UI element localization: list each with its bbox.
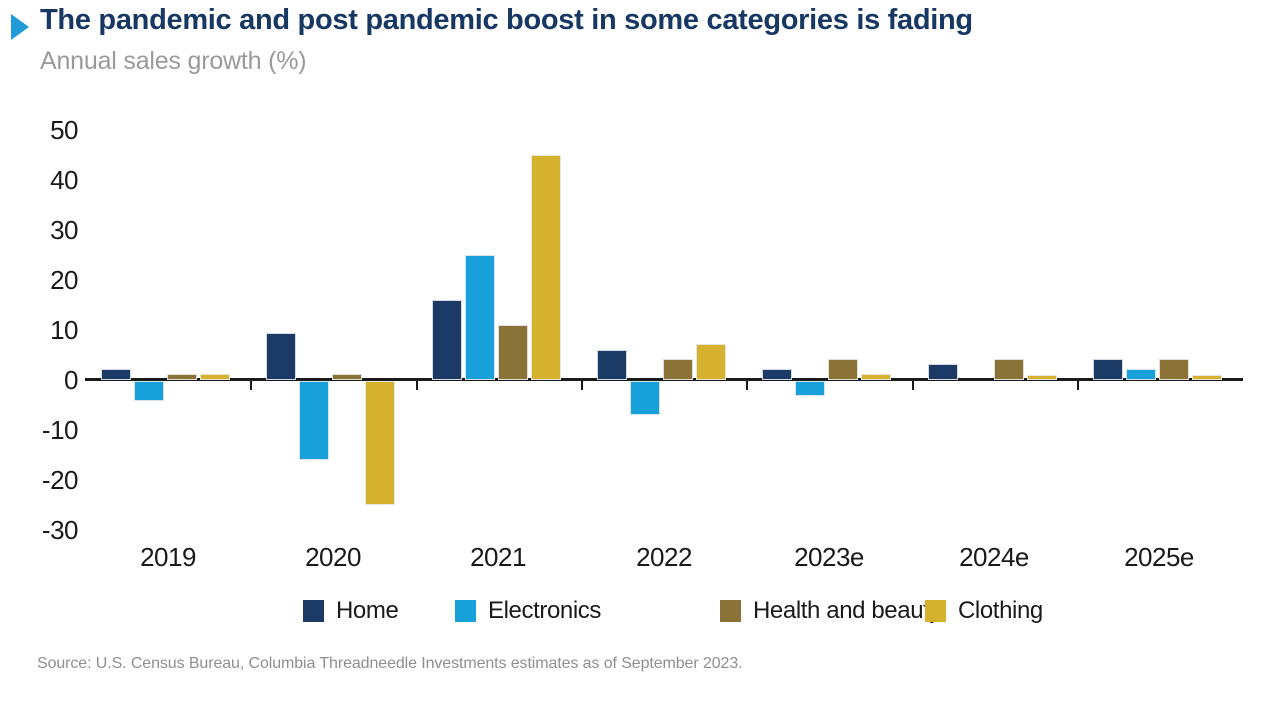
x-axis-tick [416,379,418,390]
x-axis-label: 2020 [305,542,361,572]
y-axis-label: -30 [41,515,79,545]
bar-home-2022 [597,350,627,380]
bar-clothing-2024e [1027,375,1057,380]
chart-subtitle: Annual sales growth (%) [40,47,307,75]
bar-home-2019 [101,369,131,380]
x-axis-label: 2024e [959,542,1029,572]
legend-item-health-and-beauty: Health and beauty [720,597,942,624]
bar-health-and-beauty-2024e [994,359,1024,380]
bar-clothing-2021 [531,155,561,380]
y-axis-label: -10 [41,415,79,445]
legend-swatch-clothing [925,600,946,622]
y-axis-label: 50 [50,115,78,145]
bar-home-2020 [266,333,296,380]
x-axis-label: 2025e [1124,542,1194,572]
bullet-triangle-icon [11,14,29,40]
legend-item-electronics: Electronics [455,597,601,624]
bar-health-and-beauty-2019 [167,374,197,380]
y-axis-label: 0 [64,365,78,395]
bar-health-and-beauty-2022 [663,359,693,380]
bar-electronics-2021 [465,255,495,380]
legend-label: Electronics [488,597,601,624]
legend-swatch-health-and-beauty [720,600,741,622]
x-axis-label: 2022 [636,542,692,572]
bar-clothing-2020 [365,381,395,505]
y-axis-label: 10 [50,315,78,345]
bar-home-2024e [928,364,958,380]
legend-label: Clothing [958,597,1043,624]
bar-electronics-2022 [630,381,660,415]
bar-electronics-2020 [299,381,329,460]
x-axis-tick [581,379,583,390]
y-axis-label: 40 [50,165,78,195]
x-axis-tick [912,379,914,390]
legend-swatch-electronics [455,600,476,622]
chart-title: The pandemic and post pandemic boost in … [40,4,973,36]
bar-health-and-beauty-2025e [1159,359,1189,380]
legend-item-clothing: Clothing [925,597,1043,624]
bar-clothing-2025e [1192,375,1222,380]
bar-health-and-beauty-2020 [332,374,362,380]
legend-label: Home [336,597,399,624]
y-axis-label: 20 [50,265,78,295]
source-note: Source: U.S. Census Bureau, Columbia Thr… [37,655,743,672]
bar-clothing-2022 [696,344,726,380]
y-axis-label: -20 [41,465,79,495]
x-axis-tick [1077,379,1079,390]
bar-health-and-beauty-2021 [498,325,528,380]
legend-item-home: Home [303,597,399,624]
bar-home-2025e [1093,359,1123,380]
bar-health-and-beauty-2023e [828,359,858,380]
bar-clothing-2023e [861,374,891,380]
y-axis-label: 30 [50,215,78,245]
legend-swatch-home [303,600,324,622]
bar-home-2021 [432,300,462,380]
bar-electronics-2025e [1126,369,1156,380]
bar-electronics-2023e [795,381,825,396]
x-axis-label: 2019 [140,542,196,572]
x-axis-label: 2021 [470,542,526,572]
bar-electronics-2019 [134,381,164,401]
bar-clothing-2019 [200,374,230,380]
legend-label: Health and beauty [753,597,942,624]
x-axis-tick [250,379,252,390]
x-axis-label: 2023e [794,542,864,572]
bar-home-2023e [762,369,792,380]
x-axis-tick [746,379,748,390]
